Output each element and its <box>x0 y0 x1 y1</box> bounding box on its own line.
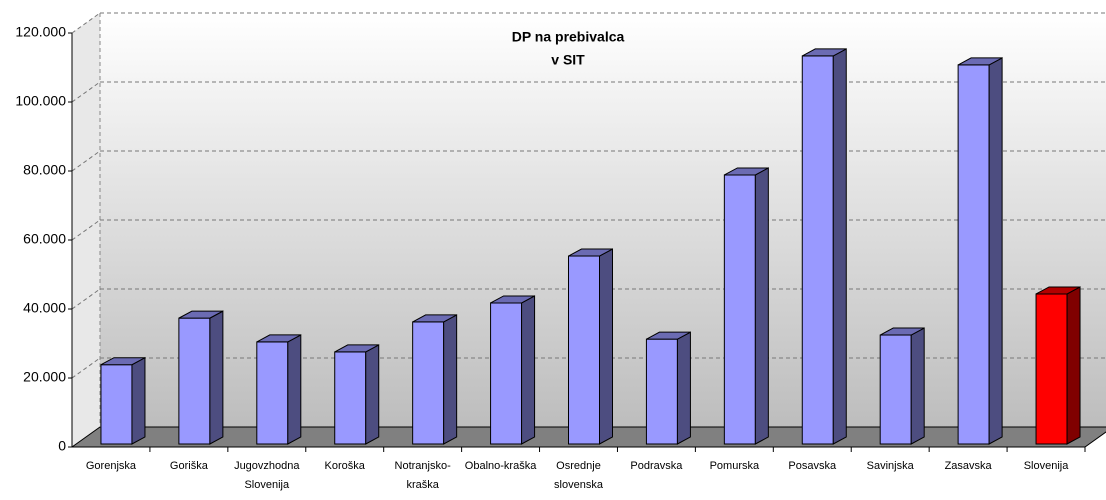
x-tick-label: Jugovzhodna Slovenija <box>234 460 300 491</box>
y-tick-label: 120.000 <box>15 24 66 40</box>
bar-front <box>801 55 834 445</box>
bar <box>490 295 536 445</box>
bar <box>100 356 146 445</box>
grid-line <box>71 12 101 34</box>
x-tick-label: Notranjsko-kraška <box>394 460 451 491</box>
axes: 0 20.000 40.000 60.000 80.000 100.000 120.000 <box>15 24 1086 454</box>
bar-side <box>365 344 380 445</box>
y-tick-label: 0 <box>58 438 66 454</box>
bar-top <box>568 248 613 257</box>
y-tick-label: 80.000 <box>23 162 66 178</box>
bar-front <box>645 338 678 445</box>
bars <box>100 48 1081 445</box>
bar-front <box>957 64 990 445</box>
bar-side <box>832 48 847 445</box>
y-tick-label: 100.000 <box>15 93 66 109</box>
bar-front <box>256 341 289 445</box>
bar <box>1035 286 1081 445</box>
x-tick-label: Posavska <box>788 460 837 472</box>
bar-top <box>490 295 535 304</box>
bar-side <box>1066 286 1081 445</box>
bar-front <box>334 351 367 445</box>
bar-front <box>490 302 523 445</box>
bar-side <box>910 327 925 445</box>
bar <box>723 167 769 445</box>
y-tick-label: 20.000 <box>23 369 66 385</box>
bar-top <box>1035 286 1081 295</box>
bar-side <box>521 295 536 445</box>
x-tick-label: Obalno-kraška <box>464 460 537 472</box>
bar-side <box>209 310 224 445</box>
x-tick-label: Zasavska <box>944 460 992 472</box>
bar-top <box>646 331 691 340</box>
bar-front <box>723 174 756 445</box>
chart-title: DP na prebivalca <box>512 29 625 45</box>
bar <box>412 314 458 445</box>
bar <box>801 48 847 445</box>
bar-top <box>412 314 457 323</box>
x-tick-label: Pomurska <box>709 460 760 472</box>
bar-front <box>100 364 133 445</box>
bar-top <box>802 48 847 57</box>
bar-top <box>879 327 925 336</box>
x-tick-label: Podravska <box>630 460 683 472</box>
grid-line <box>71 357 101 379</box>
bar-side <box>676 331 691 445</box>
bar <box>178 310 224 445</box>
x-tick-label: Slovenija <box>1023 460 1069 472</box>
bar-top <box>178 310 224 319</box>
bar-front <box>412 321 445 445</box>
chart-subtitle: v SIT <box>551 52 585 68</box>
grid-line <box>71 150 101 172</box>
bar-side <box>754 167 769 445</box>
bar <box>645 331 691 445</box>
bar-front <box>568 255 600 445</box>
bar-top <box>724 167 769 176</box>
grid-line <box>71 81 101 103</box>
bar-side <box>988 57 1003 445</box>
bar <box>879 327 925 445</box>
x-tick-label: Gorenjska <box>85 460 137 472</box>
bar-front <box>1035 293 1068 445</box>
x-tick-label: Savinjska <box>866 460 914 472</box>
x-tick-label: Koroška <box>324 460 365 472</box>
bar <box>256 334 302 445</box>
grid-line <box>71 288 101 310</box>
bar-top <box>957 57 1003 66</box>
x-tick-label: Goriška <box>169 460 208 472</box>
bar-top <box>100 357 146 366</box>
x-tick-label: Osrednje slovenska <box>554 460 603 491</box>
y-tick-label: 40.000 <box>23 300 66 316</box>
bar <box>568 248 613 445</box>
bar-front <box>879 334 912 445</box>
bar-side <box>131 356 146 445</box>
y-tick-label: 60.000 <box>23 231 66 247</box>
grid-line <box>71 219 101 241</box>
bar-side <box>443 314 458 445</box>
bar <box>334 344 380 445</box>
bar-top <box>334 344 379 353</box>
bar <box>957 57 1003 445</box>
bar-side <box>599 248 613 445</box>
bar-front <box>178 317 211 445</box>
bar-top <box>256 334 302 343</box>
bar-side <box>287 334 302 445</box>
